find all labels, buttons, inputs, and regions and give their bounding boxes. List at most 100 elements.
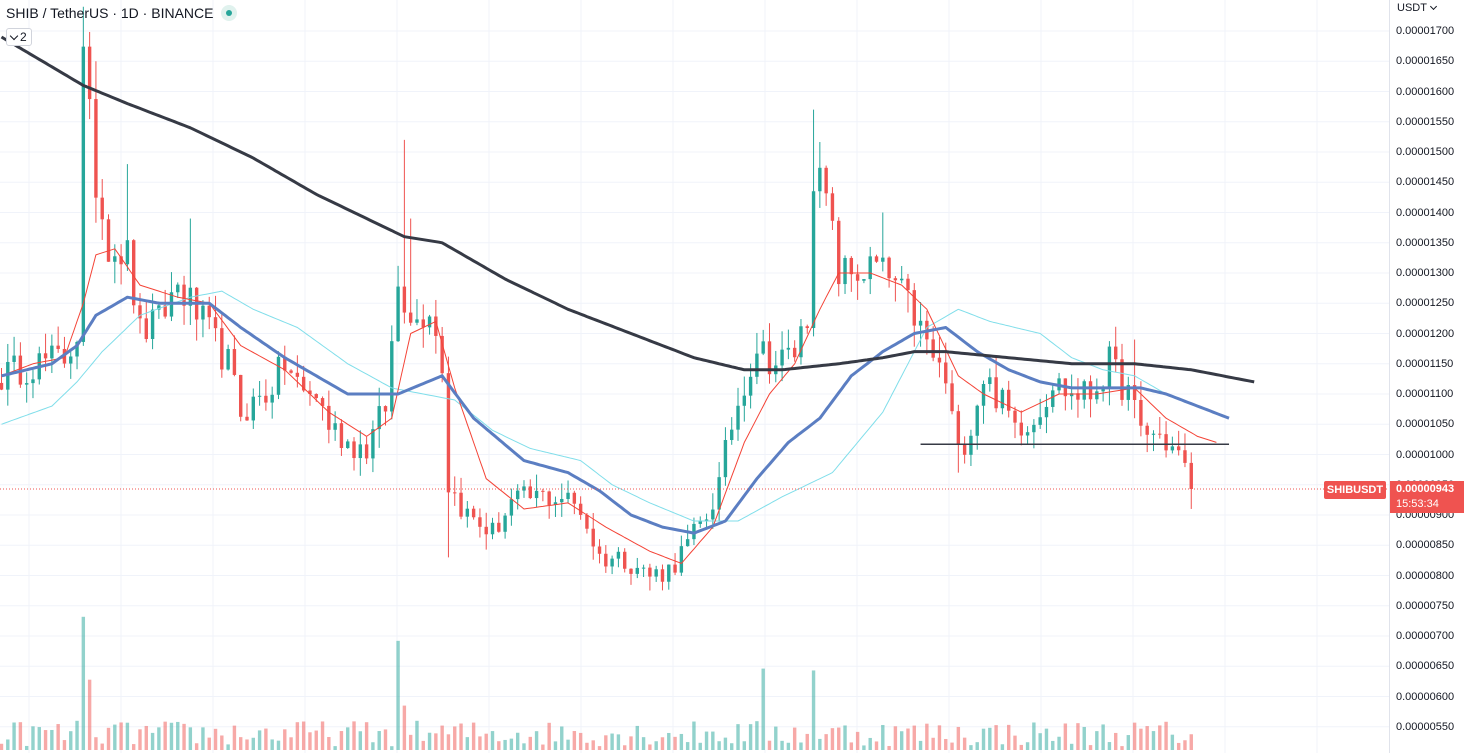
candle-body bbox=[1000, 389, 1005, 409]
candle-body bbox=[24, 383, 29, 385]
candle-body bbox=[213, 317, 218, 329]
volume-bar bbox=[1189, 734, 1193, 750]
candle-body bbox=[1158, 433, 1162, 435]
volume-bar bbox=[295, 722, 300, 750]
volume-bar bbox=[194, 743, 199, 750]
candle-body bbox=[509, 499, 514, 516]
candle-body bbox=[390, 341, 394, 412]
price-tick-label: 0.00001400 bbox=[1396, 206, 1455, 219]
volume-bar bbox=[1088, 745, 1093, 750]
volume-bar bbox=[232, 725, 237, 750]
volume-bar bbox=[723, 737, 728, 750]
candle-body bbox=[131, 240, 136, 306]
volume-bar bbox=[459, 723, 463, 750]
candle-body bbox=[226, 349, 230, 370]
volume-bar bbox=[868, 737, 872, 750]
candle-body bbox=[641, 567, 646, 569]
volume-bar bbox=[981, 728, 986, 750]
volume-bar bbox=[94, 737, 98, 750]
volume-bar bbox=[667, 732, 671, 750]
candle-body bbox=[1164, 434, 1168, 451]
volume-bar bbox=[1158, 725, 1162, 750]
volume-bar bbox=[824, 734, 828, 750]
indicators-collapse-button[interactable]: 2 bbox=[6, 28, 32, 46]
volume-bar bbox=[163, 721, 167, 750]
volume-bar bbox=[427, 732, 432, 750]
candle-body bbox=[446, 373, 451, 493]
candle-body bbox=[81, 46, 86, 342]
volume-bar bbox=[604, 735, 608, 750]
volume-bar bbox=[188, 727, 193, 750]
candle-body bbox=[692, 523, 696, 540]
candle-body bbox=[1139, 399, 1143, 426]
price-axis[interactable] bbox=[1389, 0, 1469, 753]
candle-body bbox=[679, 546, 684, 573]
candle-body bbox=[654, 569, 658, 577]
candle-body bbox=[547, 491, 551, 505]
candle-body bbox=[478, 517, 482, 527]
candle-body bbox=[761, 341, 765, 354]
volume-bar bbox=[1082, 726, 1086, 750]
volume-bar bbox=[648, 744, 652, 750]
volume-bar bbox=[988, 727, 992, 750]
volume-bar bbox=[774, 726, 778, 750]
candle-body bbox=[1120, 359, 1124, 400]
candle-body bbox=[780, 349, 784, 366]
currency-selector[interactable]: USDT bbox=[1397, 2, 1437, 14]
volume-bar bbox=[314, 730, 318, 750]
candle-body bbox=[440, 335, 444, 374]
candle-body bbox=[704, 519, 709, 521]
candle-body bbox=[811, 191, 816, 329]
candle-body bbox=[333, 423, 337, 430]
candle-body bbox=[94, 99, 98, 198]
volume-bar bbox=[157, 727, 161, 750]
candle-body bbox=[106, 219, 111, 262]
candle-body bbox=[276, 356, 281, 395]
volume-bar bbox=[333, 746, 337, 750]
currency-label: USDT bbox=[1397, 2, 1427, 14]
candle-body bbox=[1032, 424, 1036, 433]
volume-bar bbox=[245, 739, 249, 750]
volume-bar bbox=[566, 739, 570, 750]
volume-bar bbox=[81, 616, 86, 750]
candle-body bbox=[1069, 393, 1074, 397]
candle-body bbox=[339, 423, 344, 448]
volume-bar bbox=[591, 740, 595, 750]
volume-bar bbox=[497, 741, 501, 750]
volume-bar bbox=[818, 738, 822, 750]
price-tick-label: 0.00000750 bbox=[1396, 599, 1455, 612]
volume-bars bbox=[0, 616, 1193, 750]
volume-bar bbox=[629, 736, 633, 750]
candle-body bbox=[113, 256, 117, 262]
symbol-legend: SHIB / TetherUS · 1D · BINANCE bbox=[6, 5, 238, 21]
volume-bar bbox=[780, 740, 784, 750]
volume-bar bbox=[1139, 728, 1143, 750]
volume-bar bbox=[75, 720, 79, 750]
ma-slow-line bbox=[1, 290, 1230, 522]
chevron-down-icon bbox=[9, 31, 19, 40]
candle-body bbox=[150, 309, 155, 340]
volume-bar bbox=[276, 740, 281, 750]
volume-bar bbox=[339, 731, 344, 750]
candle-body bbox=[534, 490, 539, 499]
candle-body bbox=[585, 514, 589, 529]
candle-body bbox=[1013, 410, 1017, 423]
candle-body bbox=[723, 440, 728, 478]
candle-body bbox=[805, 326, 809, 329]
candle-body bbox=[434, 316, 438, 336]
volume-bar bbox=[918, 740, 923, 750]
candle-body bbox=[1183, 450, 1187, 463]
volume-bar bbox=[673, 736, 677, 750]
volume-bar bbox=[522, 743, 526, 750]
market-status-icon[interactable] bbox=[221, 5, 238, 21]
candle-body bbox=[918, 320, 923, 326]
candle-body bbox=[515, 490, 520, 500]
volume-bar bbox=[113, 724, 117, 750]
volume-bar bbox=[767, 740, 772, 750]
volume-bar bbox=[975, 742, 979, 750]
volume-bar bbox=[478, 736, 482, 750]
candle-body bbox=[453, 492, 457, 494]
candle-body bbox=[862, 279, 866, 281]
volume-bar bbox=[257, 730, 262, 750]
